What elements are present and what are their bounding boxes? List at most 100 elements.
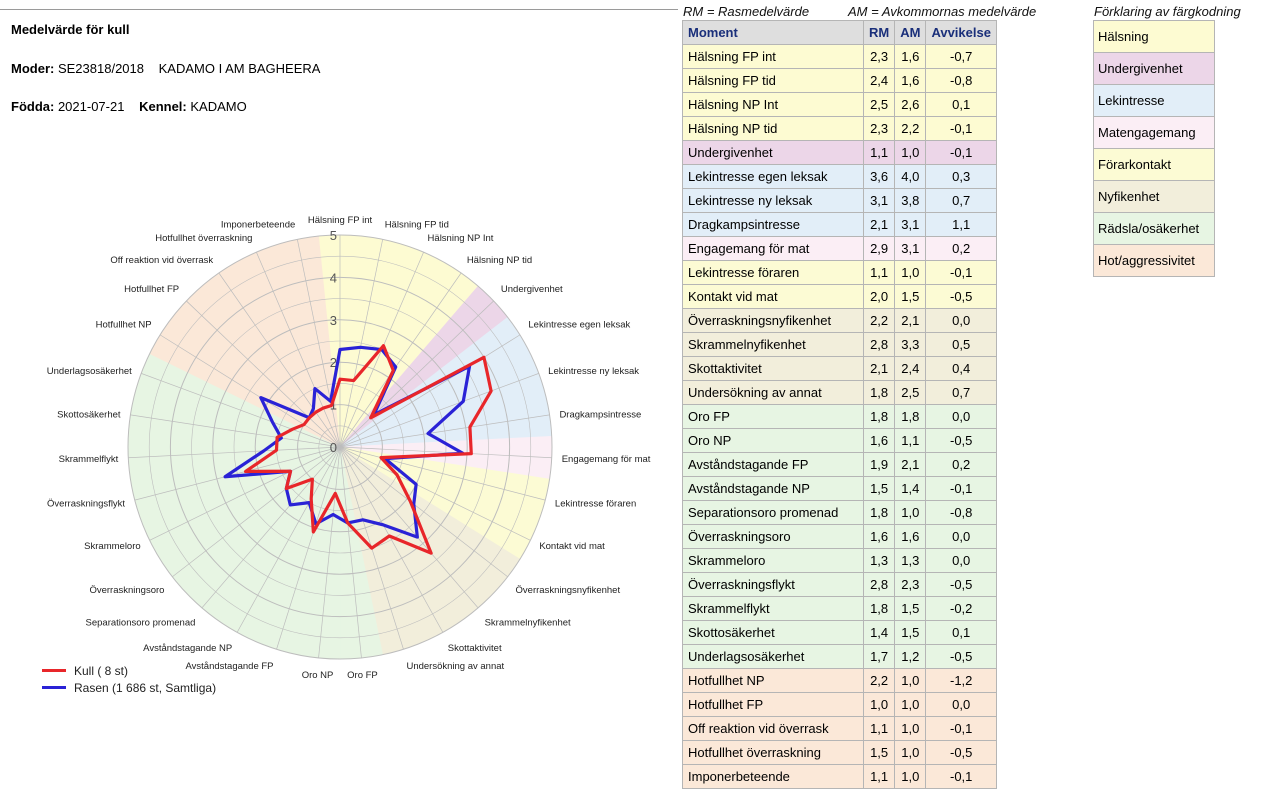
moder-name: KADAMO I AM BAGHEERA [158, 61, 321, 76]
moment-cell: Engagemang för mat [682, 236, 864, 261]
rm-cell: 1,1 [862, 764, 896, 789]
color-key-row: Förarkontakt [1093, 148, 1215, 181]
avvikelse-cell: -0,1 [925, 116, 997, 141]
grid-spoke [149, 446, 341, 541]
category-label: Skrammeloro [84, 541, 141, 552]
table-row: Hälsning NP tid 2,3 2,2 -0,1 [682, 116, 997, 141]
grid-spoke [128, 446, 341, 459]
grid-spoke [318, 446, 341, 658]
am-cell: 1,0 [894, 692, 927, 717]
table-row: Överraskningsnyfikenhet 2,2 2,1 0,0 [682, 308, 997, 333]
rm-cell: 2,1 [862, 212, 896, 237]
table-row: Hotfullhet NP 2,2 1,0 -1,2 [682, 668, 997, 693]
am-cell: 1,5 [894, 284, 927, 309]
grid-spoke [339, 239, 384, 448]
table-row: Undersökning av annat 1,8 2,5 0,7 [682, 380, 997, 405]
rm-cell: 1,8 [862, 380, 896, 405]
table-row: Undergivenhet 1,1 1,0 -0,1 [682, 140, 997, 165]
moment-cell: Hälsning FP int [682, 44, 864, 69]
avvikelse-cell: -0,8 [925, 500, 997, 525]
moment-cell: Off reaktion vid överrask [682, 716, 864, 741]
color-key-title: Förklaring av färgkodning [1094, 4, 1241, 19]
moment-cell: Lekintresse föraren [682, 260, 864, 285]
avvikelse-cell: -0,5 [925, 428, 997, 453]
category-label: Hotfullhet FP [124, 284, 179, 295]
am-cell: 3,1 [894, 236, 927, 261]
grid-spoke [339, 446, 479, 609]
category-label: Överraskningsoro [89, 585, 164, 596]
am-cell: 1,0 [894, 260, 927, 285]
am-cell: 2,1 [894, 308, 927, 333]
rm-cell: 1,6 [862, 524, 896, 549]
table-row: Skottaktivitet 2,1 2,4 0,4 [682, 356, 997, 381]
am-cell: 2,4 [894, 356, 927, 381]
category-label: Avståndstagande FP [186, 661, 274, 672]
rm-cell: 1,9 [862, 452, 896, 477]
grid-spoke [130, 414, 341, 448]
r-tick-label: 2 [330, 355, 337, 370]
category-label: Lekintresse ny leksak [548, 366, 639, 377]
category-label: Lekintresse föraren [555, 499, 636, 510]
table-row: Oro FP 1,8 1,8 0,0 [682, 404, 997, 429]
rm-cell: 1,0 [862, 692, 896, 717]
color-key-label: Lekintresse [1093, 84, 1215, 117]
category-label: Avståndstagande NP [143, 643, 232, 654]
moment-cell: Skottosäkerhet [682, 620, 864, 645]
moment-cell: Skottaktivitet [682, 356, 864, 381]
moment-cell: Överraskningsflykt [682, 572, 864, 597]
rm-cell: 2,8 [862, 572, 896, 597]
table-row: Skottosäkerhet 1,4 1,5 0,1 [682, 620, 997, 645]
legend-item-rasen: Rasen (1 686 st, Samtliga) [42, 679, 216, 696]
rm-cell: 2,9 [862, 236, 896, 261]
table-header-row: Moment RM AM Avvikelse [682, 20, 997, 45]
am-cell: 2,6 [894, 92, 927, 117]
category-label: Oro FP [347, 670, 378, 681]
rm-cell: 1,7 [862, 644, 896, 669]
rm-cell: 1,1 [862, 140, 896, 165]
top-rule [0, 9, 678, 10]
category-label: Undergivenhet [501, 284, 563, 295]
table-row: Engagemang för mat 2,9 3,1 0,2 [682, 236, 997, 261]
rm-cell: 2,5 [862, 92, 896, 117]
am-cell: 2,2 [894, 116, 927, 141]
am-cell: 3,3 [894, 332, 927, 357]
color-key-label: Nyfikenhet [1093, 180, 1215, 213]
moment-cell: Överraskningsnyfikenhet [682, 308, 864, 333]
fodda-line: Födda: 2021-07-21 Kennel: KADAMO [11, 99, 247, 114]
avvikelse-cell: 0,7 [925, 380, 997, 405]
category-label: Oro NP [302, 670, 334, 681]
am-cell: 1,0 [894, 740, 927, 765]
am-cell: 2,3 [894, 572, 927, 597]
category-label: Hälsning FP tid [385, 220, 449, 231]
table-row: Avståndstagande FP 1,9 2,1 0,2 [682, 452, 997, 477]
table-row: Hälsning FP int 2,3 1,6 -0,7 [682, 44, 997, 69]
grid-spoke [296, 239, 341, 448]
fodda-label: Födda: [11, 99, 55, 114]
kennel-label: Kennel: [139, 99, 187, 114]
am-cell: 1,8 [894, 404, 927, 429]
am-cell: 1,0 [894, 716, 927, 741]
color-key-row: Hot/aggressivitet [1093, 244, 1215, 277]
avvikelse-cell: 0,0 [925, 692, 997, 717]
color-key-label: Rädsla/osäkerhet [1093, 212, 1215, 245]
legend-label-kull: Kull ( 8 st) [74, 663, 129, 678]
color-key-row: Lekintresse [1093, 84, 1215, 117]
table-row: Hälsning FP tid 2,4 1,6 -0,8 [682, 68, 997, 93]
col-header-am: AM [894, 20, 927, 45]
rm-cell: 2,2 [862, 308, 896, 333]
table-row: Hotfullhet FP 1,0 1,0 0,0 [682, 692, 997, 717]
color-key-row: Matengagemang [1093, 116, 1215, 149]
table-row: Skrammelflykt 1,8 1,5 -0,2 [682, 596, 997, 621]
color-key-label: Hot/aggressivitet [1093, 244, 1215, 277]
grid-spoke [339, 446, 444, 633]
color-key-label: Hälsning [1093, 20, 1215, 53]
table-row: Lekintresse föraren 1,1 1,0 -0,1 [682, 260, 997, 285]
category-label: Off reaktion vid överrask [110, 255, 213, 266]
grid-spoke [276, 446, 341, 650]
moment-cell: Överraskningsoro [682, 524, 864, 549]
avvikelse-cell: -0,1 [925, 140, 997, 165]
kennel-value: KADAMO [190, 99, 247, 114]
avvikelse-cell: 0,1 [925, 92, 997, 117]
category-label: Separationsoro promenad [86, 617, 196, 628]
r-tick-label: 5 [330, 228, 337, 243]
